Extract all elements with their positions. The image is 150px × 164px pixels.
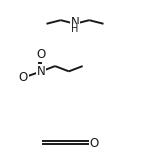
Text: O: O [90, 137, 99, 150]
Text: N: N [37, 65, 46, 78]
Text: O: O [19, 71, 28, 84]
Text: O: O [37, 48, 46, 62]
Text: N: N [71, 16, 79, 30]
Text: H: H [71, 24, 79, 34]
